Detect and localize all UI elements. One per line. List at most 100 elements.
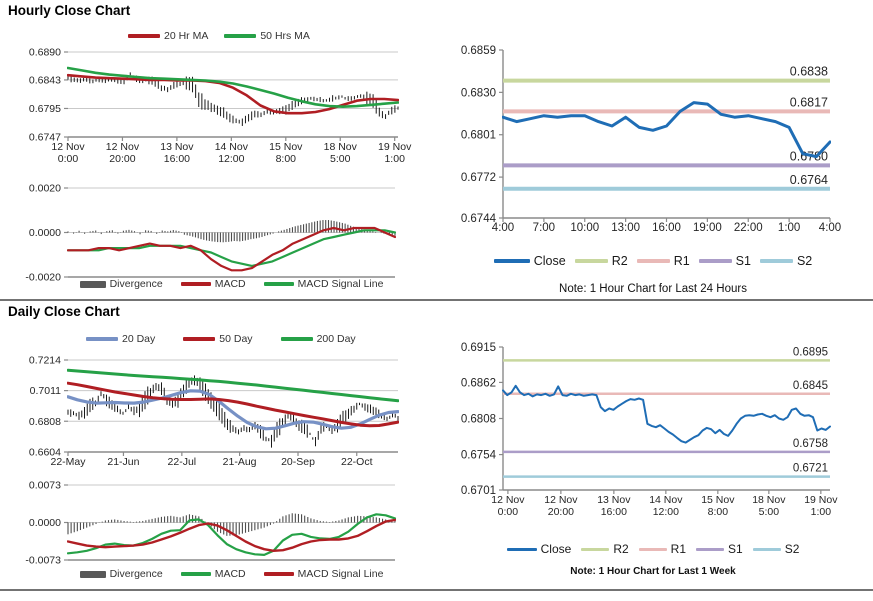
svg-text:18 Nov: 18 Nov <box>324 141 358 153</box>
bottom-divider <box>0 589 873 591</box>
svg-text:5:00: 5:00 <box>330 153 351 165</box>
hourly-price-chart: 0.6890 0.6843 0.6795 0.6747 12 Nov 0:00 12 Nov… <box>0 24 436 179</box>
line-swatch <box>493 259 530 263</box>
line-swatch <box>638 547 667 551</box>
legend-item-200-day: 200 Day <box>280 333 356 345</box>
svg-text:12 Nov: 12 Nov <box>491 494 525 506</box>
svg-text:21-Aug: 21-Aug <box>223 456 257 468</box>
weekly-support-resistance-chart: 0.6915 0.6862 0.6808 0.6754 0.6701 12 Nov 0:00… <box>436 328 873 592</box>
svg-text:0.0000: 0.0000 <box>29 517 61 529</box>
svg-text:13:00: 13:00 <box>611 222 640 234</box>
legend-item-close: Close <box>493 254 566 268</box>
hourly-sr-legend: Close R2 R1 S1 S2 <box>483 254 823 268</box>
legend-label: MACD <box>214 278 246 290</box>
line-swatch <box>263 572 294 576</box>
svg-text:12 Nov: 12 Nov <box>106 141 140 153</box>
legend-label: 20 Hr MA <box>164 30 209 42</box>
svg-text:0.6795: 0.6795 <box>29 103 61 115</box>
line-swatch <box>86 337 118 341</box>
legend-item-s2: S2 <box>759 254 813 268</box>
legend-label: S2 <box>796 254 813 268</box>
svg-text:0.6764: 0.6764 <box>790 173 828 187</box>
svg-text:14 Nov: 14 Nov <box>215 141 249 153</box>
svg-text:14 Nov: 14 Nov <box>649 494 683 506</box>
svg-text:0.6845: 0.6845 <box>793 380 828 392</box>
section-divider <box>0 299 873 301</box>
svg-text:0.6808: 0.6808 <box>29 416 61 428</box>
svg-text:20:00: 20:00 <box>548 506 574 518</box>
svg-text:0.6754: 0.6754 <box>461 449 497 461</box>
line-swatch <box>752 547 781 551</box>
legend-label: S1 <box>735 254 751 268</box>
legend-item-s1: S1 <box>698 254 751 268</box>
svg-text:0.0073: 0.0073 <box>29 480 61 492</box>
hourly-macd-legend: Divergence MACD MACD Signal Line <box>68 278 395 290</box>
line-swatch <box>696 547 724 551</box>
svg-text:0.6830: 0.6830 <box>461 87 496 99</box>
svg-text:15 Nov: 15 Nov <box>701 494 735 506</box>
legend-item-s1: S1 <box>696 542 743 556</box>
legend-item-r1: R1 <box>638 542 686 556</box>
svg-text:0.6604: 0.6604 <box>29 447 61 459</box>
hourly-support-resistance-chart: 0.6859 0.6830 0.6801 0.6772 0.6744 4:00 7:00 10… <box>436 30 873 300</box>
svg-text:19:00: 19:00 <box>693 222 722 234</box>
legend-item-divergence: Divergence <box>79 278 163 290</box>
legend-item-20-hr-ma: 20 Hr MA <box>128 30 208 42</box>
daily-macd-legend: Divergence MACD MACD Signal Line <box>68 568 395 580</box>
svg-text:0.6843: 0.6843 <box>29 75 61 87</box>
line-swatch <box>180 572 211 576</box>
svg-text:16:00: 16:00 <box>601 506 627 518</box>
legend-label: R1 <box>673 254 690 268</box>
svg-text:16:00: 16:00 <box>164 153 190 165</box>
legend-item-s2: S2 <box>752 542 799 556</box>
daily-section-title: Daily Close Chart <box>8 304 120 319</box>
svg-text:0.6744: 0.6744 <box>461 213 497 225</box>
svg-text:16:00: 16:00 <box>652 222 681 234</box>
svg-text:12 Nov: 12 Nov <box>51 141 85 153</box>
legend-label: MACD <box>214 568 246 580</box>
svg-text:12:00: 12:00 <box>218 153 244 165</box>
svg-text:22-May: 22-May <box>50 456 86 468</box>
svg-text:0.6862: 0.6862 <box>461 377 496 389</box>
legend-item-macd: MACD <box>180 568 246 580</box>
hourly-price-legend: 20 Hr MA 50 Hrs MA <box>128 30 310 42</box>
svg-text:0.6817: 0.6817 <box>790 95 828 109</box>
line-swatch <box>263 282 294 286</box>
svg-text:0.6801: 0.6801 <box>461 130 496 142</box>
svg-text:13 Nov: 13 Nov <box>597 494 631 506</box>
svg-text:4:00: 4:00 <box>819 222 841 234</box>
svg-text:8:00: 8:00 <box>708 506 729 518</box>
legend-item-r2: R2 <box>581 542 629 556</box>
svg-text:-0.0020: -0.0020 <box>25 272 61 284</box>
hourly-section-title: Hourly Close Chart <box>8 3 131 18</box>
svg-text:18 Nov: 18 Nov <box>752 494 786 506</box>
legend-label: Close <box>533 254 566 268</box>
hourly-macd-chart: 0.0020 0.0000 -0.0020 Divergence MACD MACD S… <box>0 178 436 298</box>
svg-text:0.6701: 0.6701 <box>461 485 496 497</box>
line-swatch <box>180 282 211 286</box>
svg-text:0.6721: 0.6721 <box>793 463 828 475</box>
svg-text:0.6747: 0.6747 <box>29 132 61 144</box>
svg-text:0.6758: 0.6758 <box>793 438 828 450</box>
svg-text:4:00: 4:00 <box>492 222 514 234</box>
daily-price-chart: 0.7214 0.7011 0.6808 0.6604 22-May 21-Jun 22-J… <box>0 328 436 480</box>
legend-item-macd: MACD <box>180 278 246 290</box>
legend-item-50-hrs-ma: 50 Hrs MA <box>224 30 310 42</box>
svg-text:1:00: 1:00 <box>811 506 832 518</box>
legend-label: Close <box>540 542 572 556</box>
legend-label: 200 Day <box>316 333 356 345</box>
svg-text:13 Nov: 13 Nov <box>160 141 194 153</box>
legend-item-macd-signal-line: MACD Signal Line <box>263 278 383 290</box>
daily-macd-canvas: 0.0073 0.0000 -0.0073 <box>25 480 396 567</box>
legend-item-r2: R2 <box>574 254 628 268</box>
weekly-sr-note: Note: 1 Hour Chart for Last 1 Week <box>570 566 736 577</box>
svg-text:0.7011: 0.7011 <box>30 385 61 397</box>
bar-swatch <box>79 280 106 288</box>
line-swatch <box>581 547 610 551</box>
svg-text:0.6890: 0.6890 <box>29 47 61 59</box>
line-swatch <box>574 259 608 263</box>
svg-text:20:00: 20:00 <box>109 153 135 165</box>
svg-text:0.6895: 0.6895 <box>793 346 828 358</box>
